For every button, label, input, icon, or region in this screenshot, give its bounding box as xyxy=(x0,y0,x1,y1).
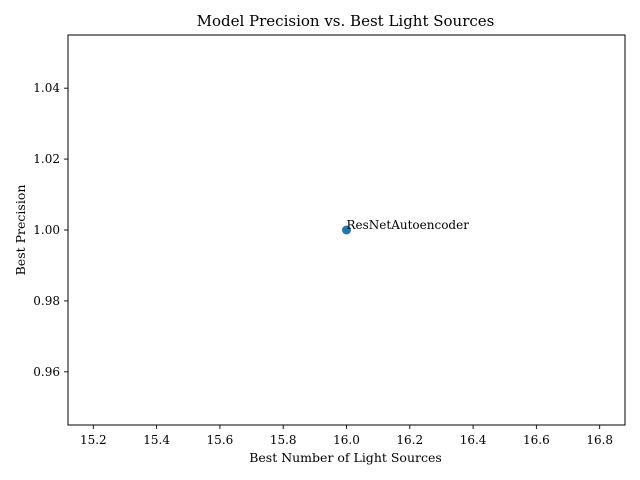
y-tick-label: 1.02 xyxy=(33,152,60,166)
x-tick-label: 15.8 xyxy=(270,433,297,447)
x-tick-label: 16.2 xyxy=(396,433,423,447)
y-tick-label: 0.98 xyxy=(33,294,60,308)
y-tick-label: 1.04 xyxy=(33,81,60,95)
x-axis-label: Best Number of Light Sources xyxy=(249,450,442,465)
x-tick-label: 16.0 xyxy=(333,433,360,447)
data-point xyxy=(342,225,351,235)
point-annotation: ResNetAutoencoder xyxy=(347,218,470,232)
x-tick-label: 15.2 xyxy=(80,433,107,447)
x-tick-label: 15.6 xyxy=(207,433,234,447)
y-tick-label: 0.96 xyxy=(33,365,60,379)
y-tick-label: 1.00 xyxy=(33,223,60,237)
y-axis-ticks: 0.96 0.98 1.00 1.02 1.04 xyxy=(33,81,68,379)
x-tick-label: 16.8 xyxy=(586,433,613,447)
x-tick-label: 16.6 xyxy=(523,433,550,447)
y-axis-label: Best Precision xyxy=(13,185,28,276)
x-tick-label: 15.4 xyxy=(143,433,170,447)
x-axis-ticks: 15.2 15.4 15.6 15.8 16.0 16.2 16.4 16.6 16.8 xyxy=(80,425,613,447)
data-points: ResNetAutoencoder xyxy=(342,218,469,235)
x-tick-label: 16.4 xyxy=(460,433,487,447)
chart-title: Model Precision vs. Best Light Sources xyxy=(197,12,495,30)
